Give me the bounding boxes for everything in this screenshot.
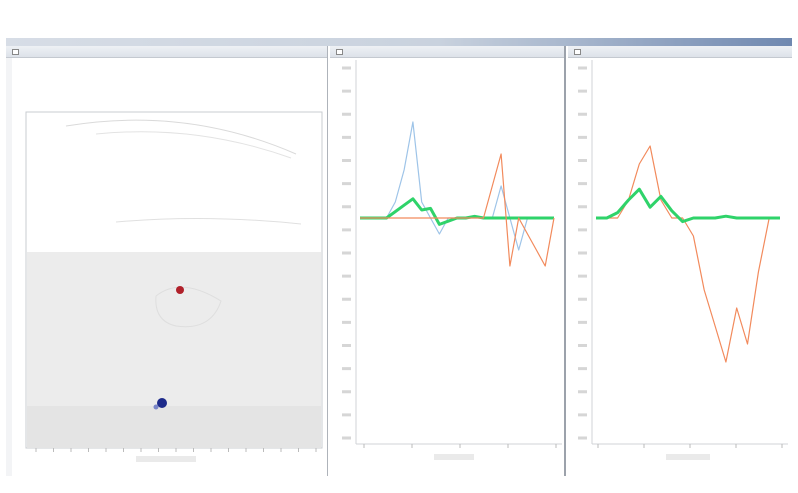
left-arc-2 [95, 131, 292, 159]
right-y-tick [578, 89, 587, 93]
right-y-axis-ticks [578, 66, 587, 440]
mid-y-tick [342, 344, 351, 347]
right-traces [596, 145, 780, 363]
left-plot-svg[interactable] [6, 46, 328, 476]
trace-line-1 [360, 197, 554, 226]
plot-panel-right[interactable] [568, 46, 792, 476]
plot-panel-middle[interactable] [330, 46, 566, 476]
middle-plot-svg[interactable] [330, 46, 566, 476]
panel-right-icon[interactable] [574, 49, 581, 55]
right-y-tick [578, 182, 587, 186]
mid-y-tick [342, 390, 351, 394]
left-arc-3 [115, 217, 302, 225]
right-y-tick [578, 112, 587, 116]
right-y-tick [578, 205, 587, 209]
mid-y-tick [342, 228, 351, 232]
right-y-tick [578, 66, 587, 70]
mid-y-axis-ticks [342, 66, 351, 440]
mid-y-tick [342, 436, 351, 440]
blue-marker-halo [153, 404, 159, 410]
panel-mid-icon[interactable] [336, 49, 343, 55]
right-y-tick [578, 390, 587, 394]
right-y-tick [578, 436, 587, 440]
right-y-tick [578, 344, 587, 347]
right-y-tick [578, 413, 587, 417]
mid-y-tick [342, 297, 351, 301]
mid-y-tick [342, 251, 351, 255]
mid-y-tick [342, 274, 351, 278]
right-y-tick [578, 274, 587, 278]
mid-y-tick [342, 413, 351, 417]
panel-right-header [568, 46, 792, 58]
left-ruler [6, 58, 12, 476]
left-arc-1 [65, 119, 297, 155]
panel-left-icon[interactable] [12, 49, 19, 55]
left-x-axis-label [136, 456, 196, 462]
right-y-tick [578, 159, 587, 162]
right-y-tick [578, 297, 587, 301]
right-x-axis-ticks [597, 444, 783, 448]
right-y-tick [578, 135, 587, 139]
left-shaded-band [27, 406, 321, 448]
mid-x-axis-ticks [363, 444, 557, 448]
trace-line-0 [360, 121, 554, 251]
mid-y-tick [342, 205, 351, 209]
mid-y-tick [342, 135, 351, 139]
trace-line-2 [360, 153, 555, 267]
trace-line-1 [596, 187, 780, 224]
mid-y-tick [342, 66, 351, 70]
window-titlebar[interactable] [6, 38, 792, 46]
mid-y-tick [342, 320, 351, 324]
panel-mid-header [330, 46, 564, 58]
mid-traces [360, 121, 555, 267]
right-plot-svg[interactable] [568, 46, 792, 476]
mid-y-tick [342, 367, 351, 371]
trace-line-0 [596, 145, 780, 363]
mid-y-tick [342, 159, 351, 162]
panel-left-header [6, 46, 327, 58]
blue-marker[interactable] [157, 398, 167, 408]
mid-y-tick [342, 182, 351, 186]
right-y-tick [578, 367, 587, 371]
red-marker[interactable] [176, 286, 184, 294]
right-y-tick [578, 228, 587, 232]
right-y-tick [578, 251, 587, 255]
mid-y-tick [342, 112, 351, 116]
window-top-strip [0, 0, 798, 38]
plot-panel-left[interactable] [6, 46, 328, 476]
left-x-axis-ticks [35, 448, 317, 452]
mid-y-tick [342, 89, 351, 93]
status-bar [0, 478, 798, 493]
right-y-tick [578, 320, 587, 324]
mid-x-axis-label [434, 454, 474, 460]
right-x-axis-label [666, 454, 710, 460]
